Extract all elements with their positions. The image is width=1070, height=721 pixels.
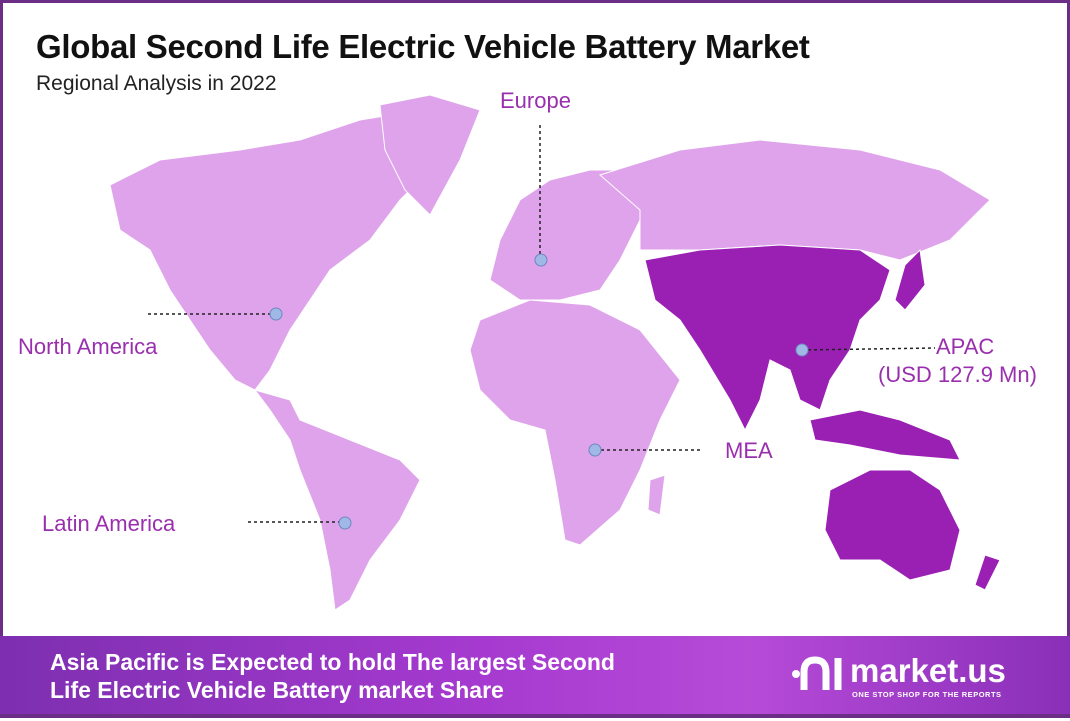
mea-marker	[588, 443, 602, 457]
madagascar-shape	[647, 474, 666, 516]
greenland-shape	[379, 94, 481, 216]
banner-text: Asia Pacific is Expected to hold The lar…	[50, 648, 615, 704]
apac-marker	[795, 343, 809, 357]
frame	[0, 0, 1070, 636]
summary-banner: Asia Pacific is Expected to hold The lar…	[0, 636, 1070, 718]
latin-america-label: Latin America	[42, 511, 176, 536]
australia-shape	[824, 469, 961, 581]
russia-shape	[598, 139, 991, 261]
page-subtitle: Regional Analysis in 2022	[36, 72, 277, 95]
world-map	[109, 94, 1001, 611]
apac-label: APAC	[936, 334, 995, 359]
new-zealand-shape	[974, 554, 1001, 591]
logo-tagline: ONE STOP SHOP FOR THE REPORTS	[852, 690, 1002, 699]
market-us-logo: market.us ONE STOP SHOP FOR THE REPORTS	[790, 652, 1006, 701]
banner-line-1: Asia Pacific is Expected to hold The lar…	[50, 649, 615, 675]
latin-america-marker	[338, 516, 352, 530]
page-title: Global Second Life Electric Vehicle Batt…	[36, 28, 810, 65]
mea-label: MEA	[725, 438, 773, 463]
logo-name: market.us	[850, 652, 1006, 689]
europe-label: Europe	[500, 88, 571, 113]
north-america-label: North America	[18, 334, 158, 359]
africa-shape	[469, 299, 681, 546]
banner-line-2: Life Electric Vehicle Battery market Sha…	[50, 677, 504, 703]
apac-value: (USD 127.9 Mn)	[878, 362, 1037, 387]
apac-asia-shape	[644, 244, 891, 432]
north-america-marker	[269, 307, 283, 321]
southeast-asia-islands-shape	[809, 409, 961, 461]
japan-shape	[894, 248, 926, 311]
logo-mark-icon	[792, 656, 842, 690]
europe-marker	[534, 253, 548, 267]
north-america-shape	[109, 109, 471, 391]
apac-leader-line	[801, 347, 936, 351]
latin-america-shape	[253, 389, 421, 611]
